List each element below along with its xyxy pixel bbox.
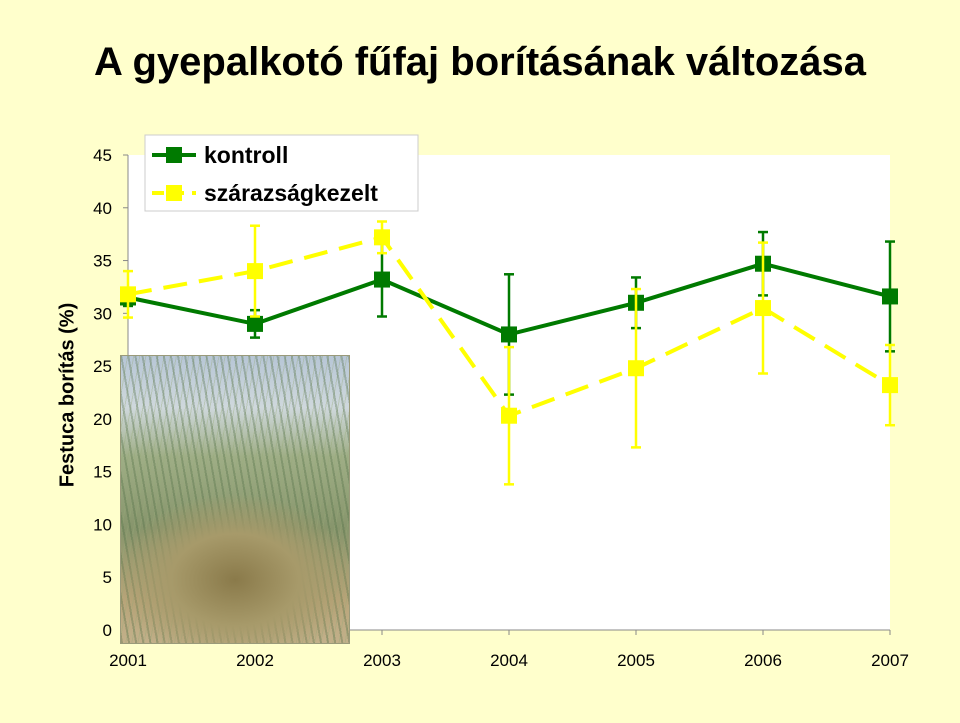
legend-marker-2 (166, 185, 182, 201)
series-2 (120, 220, 898, 486)
y-tick-label: 30 (93, 304, 112, 323)
data-point (120, 286, 136, 303)
y-tick-label: 15 (93, 463, 112, 482)
grass-tussock-photo (120, 355, 350, 644)
chart-title: A gyepalkotó fűfaj borításának változása (93, 40, 867, 84)
y-tick-label: 40 (93, 199, 112, 218)
y-tick-label: 35 (93, 252, 112, 271)
x-tick-label: 2007 (871, 651, 909, 670)
data-point (501, 326, 517, 343)
x-tick-label: 2001 (109, 651, 147, 670)
data-point (628, 360, 644, 377)
y-tick-label: 25 (93, 357, 112, 376)
x-tick-label: 2004 (490, 651, 528, 670)
data-point (501, 407, 517, 424)
legend-label-1: kontroll (204, 142, 288, 168)
data-point (247, 315, 263, 332)
legend-label-2: szárazságkezelt (204, 180, 378, 206)
x-tick-label: 2006 (744, 651, 782, 670)
y-tick-label: 5 (103, 568, 112, 587)
data-point (755, 300, 771, 317)
data-point (374, 271, 390, 288)
x-tick-label: 2002 (236, 651, 274, 670)
data-point (882, 377, 898, 394)
data-point (247, 263, 263, 280)
y-tick-label: 45 (93, 146, 112, 165)
data-point (374, 229, 390, 246)
y-tick-label: 0 (103, 621, 112, 640)
data-point (882, 288, 898, 305)
legend-marker-1 (166, 147, 182, 163)
y-tick-label: 10 (93, 515, 112, 534)
x-tick-label: 2005 (617, 651, 655, 670)
legend-box (144, 134, 419, 212)
y-tick-label: 20 (93, 410, 112, 429)
legend: kontroll szárazságkezelt (144, 134, 419, 212)
x-tick-label: 2003 (363, 651, 401, 670)
